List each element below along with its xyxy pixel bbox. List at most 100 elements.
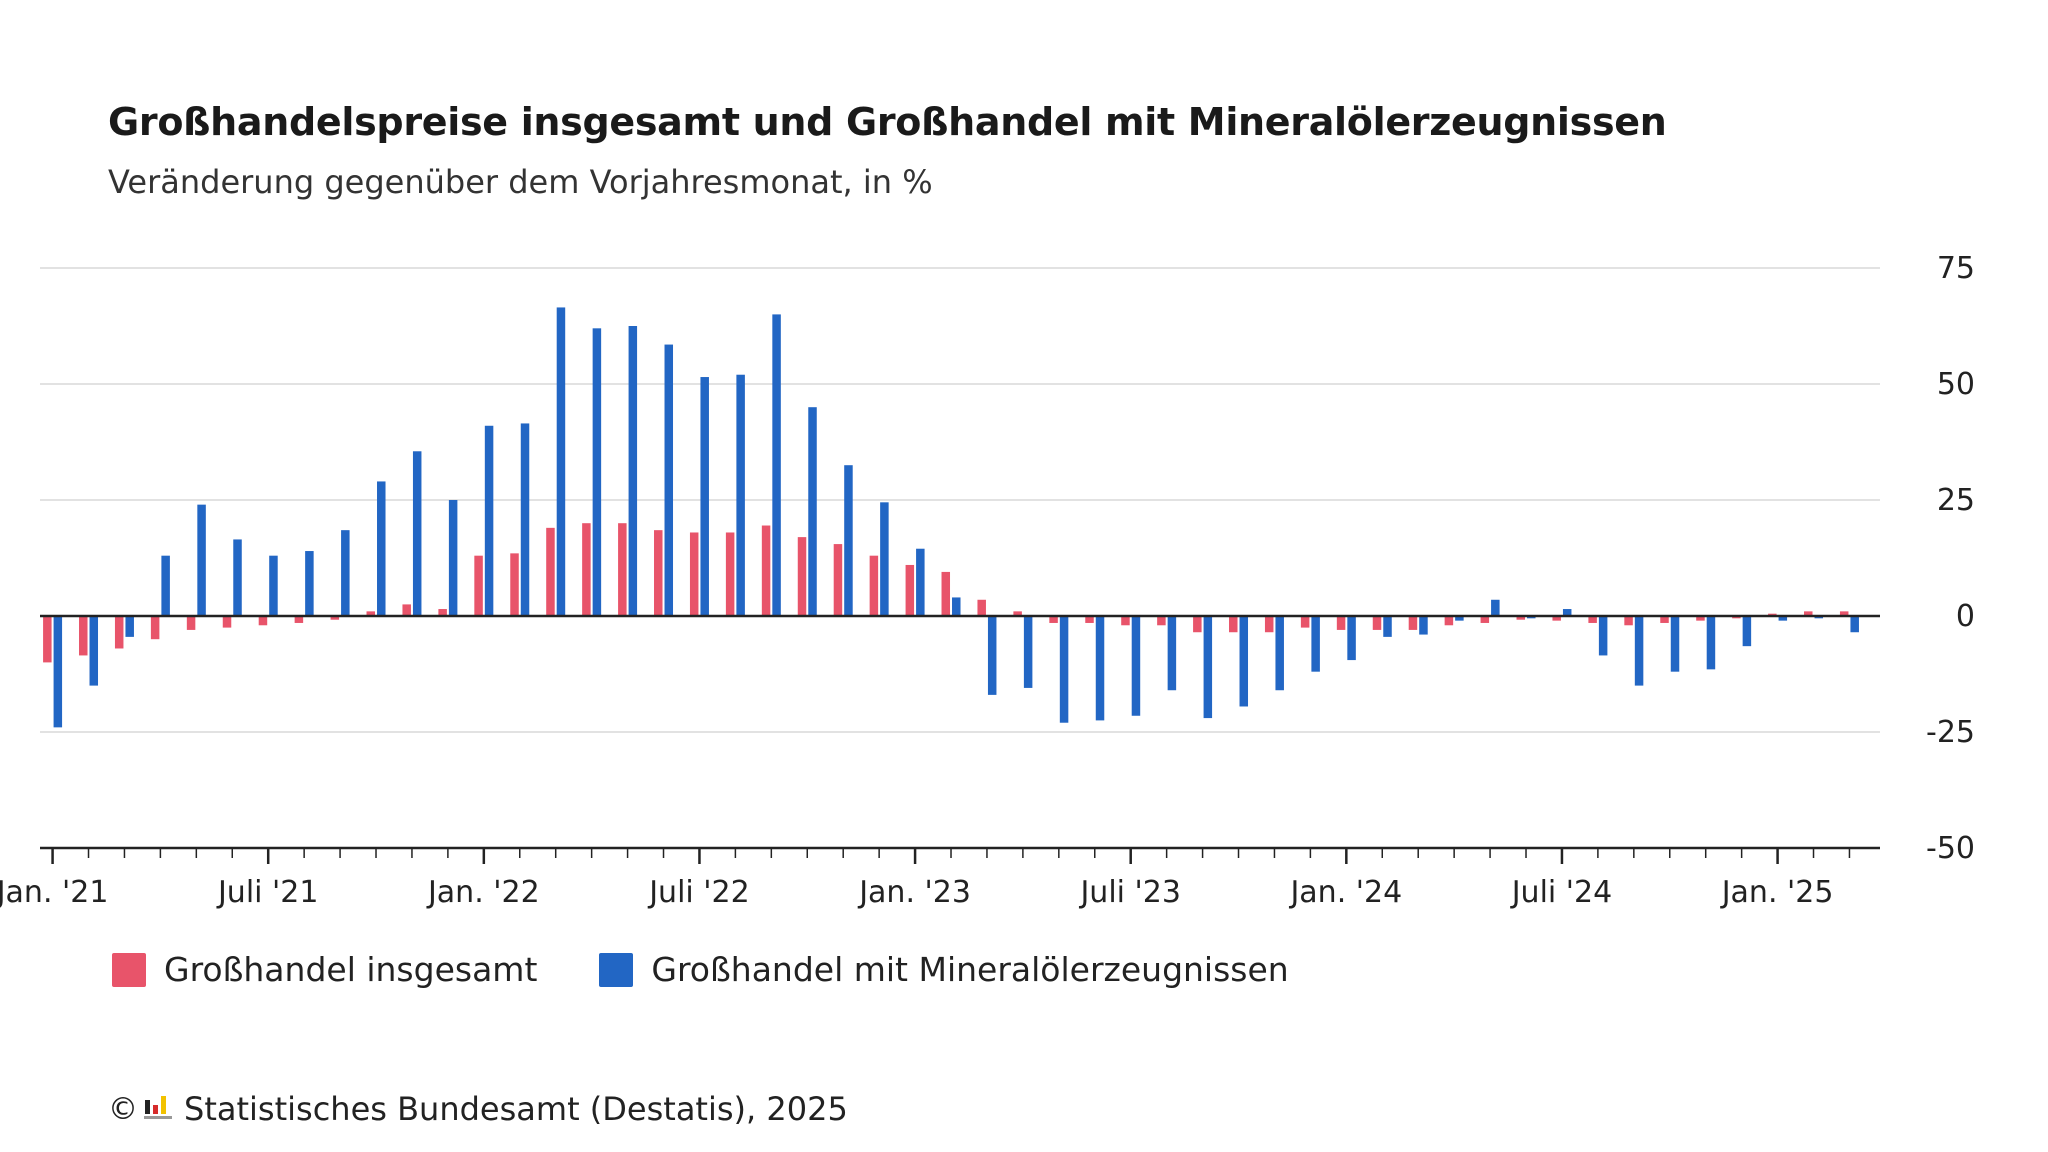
bar-mineral-oil [125,616,134,637]
bar-total [438,609,447,616]
bar-mineral-oil [1383,616,1392,637]
bar-total [1264,616,1274,633]
bar-mineral-oil [916,548,925,616]
bar-mineral-oil [448,500,458,616]
bar-total [114,616,124,649]
bar-mineral-oil [808,407,817,616]
bar-total [905,564,915,616]
bar-mineral-oil [1239,616,1249,707]
bar-mineral-oil [628,326,638,616]
bar-mineral-oil [1670,616,1680,672]
bar-mineral-oil [1059,616,1069,723]
bar-total [1372,616,1382,630]
bar-mineral-oil [1598,616,1608,656]
bar-total [1229,616,1238,633]
bar-mineral-oil [1275,616,1284,691]
bar-total [1552,616,1561,621]
bar-mineral-oil [89,616,99,686]
bar-mineral-oil [484,425,494,616]
bar-mineral-oil [1347,616,1356,661]
x-tick-label: Juli '23 [1078,875,1181,910]
bar-mineral-oil [772,314,781,616]
bar-mineral-oil [1167,616,1177,691]
source-footer: © Statistisches Bundesamt (Destatis), 20… [108,1090,848,1128]
bar-total [1193,616,1202,633]
bar-total [761,525,771,616]
bar-total [1516,616,1526,620]
bar-total [1480,616,1490,623]
bar-total [186,616,196,630]
x-axis-tick-labels: Jan. '21 Juli '21 Jan. '22 Juli '22 Jan. '23… [0,875,1833,910]
bar-total [1624,616,1633,626]
copyright-symbol: © [108,1091,138,1127]
bar-total [833,544,843,616]
bar-mineral-oil [736,374,745,616]
x-tick-label: Juli '24 [1510,875,1613,910]
bar-total [1121,616,1130,626]
bar-total [797,537,807,616]
bar-mineral-oil [305,551,314,616]
bar-chart: 75 50 25 0 -25 -50 Jan. '21 Juli '21 Jan. '22 Ju… [0,251,1975,910]
bar-total [294,616,304,623]
x-tick-label: Jan. '24 [1288,875,1402,910]
legend-item-total: Großhandel insgesamt [112,950,537,989]
bar-total [330,616,340,620]
bar-mineral-oil [1095,616,1105,721]
bar-mineral-oil [520,423,530,616]
bar-mineral-oil [161,555,170,616]
bar-total [1336,616,1346,630]
bar-mineral-oil [1706,616,1716,670]
bar-total [79,616,88,656]
bar-total [1049,616,1058,623]
x-tick-label: Jan. '22 [426,875,540,910]
bar-series [43,307,1859,728]
bar-total [1696,616,1705,621]
bar-total [1085,616,1094,623]
bar-mineral-oil [844,465,853,616]
bar-mineral-oil [1131,616,1141,716]
chart-subtitle: Veränderung gegenüber dem Vorjahresmonat… [108,163,933,201]
bar-mineral-oil [53,616,63,728]
y-tick-label: 75 [1937,251,1975,286]
bar-mineral-oil [664,344,674,616]
bar-total [510,553,519,616]
bar-mineral-oil [197,504,206,616]
bar-mineral-oil [341,530,350,616]
bar-total [1013,611,1022,616]
bar-total [582,523,591,616]
x-tick-label: Jan. '23 [857,875,971,910]
bar-total [43,616,52,663]
bar-mineral-oil [880,502,889,616]
bar-total [1157,616,1166,626]
bar-total [258,616,268,626]
bar-total [725,532,735,616]
legend-label-total: Großhandel insgesamt [164,950,538,989]
bar-total [366,611,376,616]
bar-total [869,555,879,616]
x-tick-label: Jan. '25 [1720,875,1834,910]
x-tick-label: Juli '22 [647,875,750,910]
bar-total [546,527,555,616]
bar-mineral-oil [1562,609,1572,616]
bar-total [402,604,411,616]
gridlines [40,267,1880,733]
y-tick-label: 0 [1956,599,1975,634]
bar-total [1444,616,1454,626]
bar-mineral-oil [1311,616,1320,672]
bar-mineral-oil [1491,599,1500,616]
legend-swatch-mineral-oil [599,952,634,987]
legend-item-mineral-oil: Großhandel mit Mineralölerzeugnissen [599,950,1289,989]
chart-title: Großhandelspreise insgesamt und Großhand… [108,100,1667,144]
legend: Großhandel insgesamt Großhandel mit Mine… [112,950,1351,989]
x-axis [40,614,1880,864]
bar-mineral-oil [233,539,242,616]
bar-mineral-oil [1455,616,1464,621]
bar-total [941,571,951,616]
bar-total [474,555,483,616]
legend-swatch-total [112,952,146,987]
bar-total [1300,616,1310,628]
bar-mineral-oil [269,555,278,616]
y-tick-label: 25 [1937,483,1975,518]
bar-mineral-oil [377,481,386,616]
bar-mineral-oil [700,377,709,616]
